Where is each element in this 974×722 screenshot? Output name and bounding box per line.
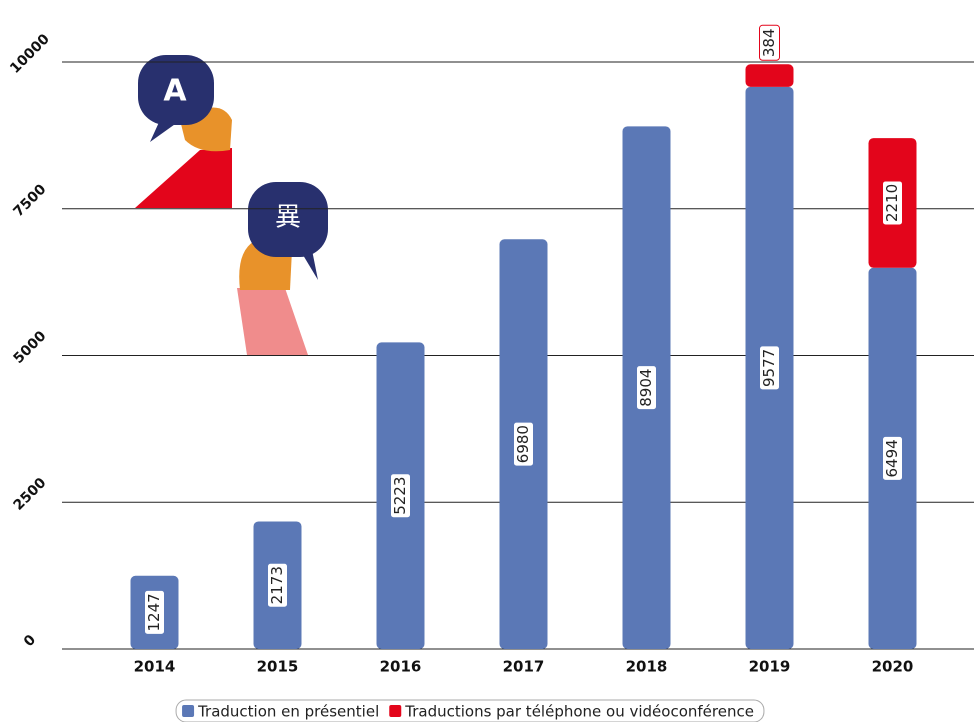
value-label: 1247	[145, 593, 163, 631]
value-label-box	[882, 180, 903, 226]
legend-label: Traduction en présentiel	[197, 703, 379, 721]
illustration-label: A	[163, 74, 187, 109]
value-label-box	[144, 589, 165, 635]
value-label: 384	[760, 28, 778, 57]
value-label: 6494	[883, 439, 901, 477]
y-tick-label: 2500	[11, 475, 50, 514]
x-tick-label: 2014	[134, 658, 176, 676]
value-label: 8904	[637, 369, 655, 407]
legend-box	[175, 699, 765, 722]
illustration-label: 異	[275, 203, 301, 233]
x-tick-label: 2020	[872, 658, 914, 676]
value-label: 5223	[391, 477, 409, 515]
x-tick-label: 2019	[749, 658, 791, 676]
value-label: 2210	[883, 184, 901, 222]
y-tick-label: 10000	[7, 31, 53, 77]
value-label-box	[882, 435, 903, 481]
y-tick-label: 5000	[11, 328, 50, 367]
legend: Traduction en présentiel Traductions par …	[182, 703, 754, 721]
value-label: 6980	[514, 425, 532, 463]
value-label-box	[390, 473, 411, 519]
value-label-box	[267, 562, 288, 608]
x-tick-label: 2018	[626, 658, 668, 676]
x-tick-label: 2016	[380, 658, 422, 676]
y-tick-label: 0	[21, 632, 39, 650]
x-tick-label: 2017	[503, 658, 545, 676]
value-label-box	[759, 345, 780, 391]
y-tick-label: 7500	[11, 181, 50, 220]
legend-swatch	[389, 705, 402, 717]
value-label: 9577	[760, 349, 778, 387]
illustration: A 異	[135, 55, 328, 355]
bar-segment	[745, 64, 794, 87]
value-label: 2173	[268, 566, 286, 604]
legend-swatch	[182, 705, 195, 717]
x-tick-label: 2015	[257, 658, 299, 676]
legend-label: Traductions par téléphone ou vidéoconfér…	[404, 703, 754, 721]
value-label-box	[513, 421, 534, 467]
value-label-box	[636, 365, 657, 411]
value-label-box	[759, 24, 780, 61]
